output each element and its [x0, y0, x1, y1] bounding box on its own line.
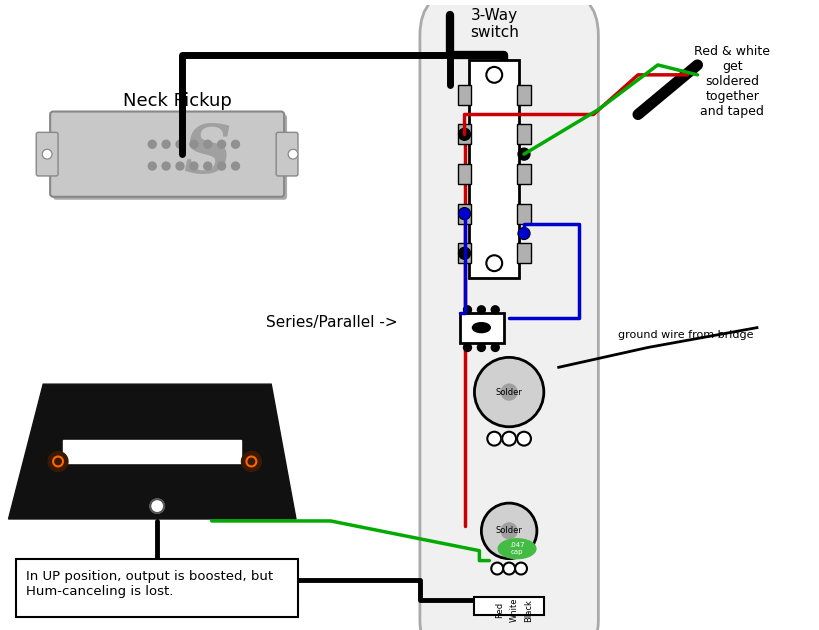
FancyBboxPatch shape [458, 243, 472, 263]
FancyBboxPatch shape [459, 312, 505, 343]
Circle shape [242, 452, 261, 471]
Circle shape [474, 357, 544, 427]
FancyBboxPatch shape [458, 85, 472, 105]
FancyBboxPatch shape [458, 203, 472, 224]
Text: Neck Pickup: Neck Pickup [123, 91, 232, 110]
Circle shape [176, 162, 184, 170]
Circle shape [487, 432, 501, 445]
Circle shape [232, 162, 239, 170]
FancyBboxPatch shape [517, 85, 531, 105]
Circle shape [459, 129, 470, 140]
Circle shape [501, 384, 517, 400]
Circle shape [515, 563, 527, 575]
FancyBboxPatch shape [517, 164, 531, 184]
Circle shape [459, 209, 469, 219]
Text: Series/Parallel ->: Series/Parallel -> [266, 315, 398, 330]
FancyBboxPatch shape [420, 0, 599, 630]
Circle shape [491, 306, 500, 314]
FancyBboxPatch shape [517, 243, 531, 263]
Text: Red: Red [495, 602, 504, 618]
FancyBboxPatch shape [276, 132, 298, 176]
Circle shape [48, 452, 68, 471]
FancyBboxPatch shape [53, 115, 287, 200]
Circle shape [176, 140, 184, 148]
Text: White: White [509, 598, 518, 622]
Circle shape [477, 343, 486, 352]
Circle shape [148, 140, 156, 148]
Circle shape [502, 432, 516, 445]
Circle shape [162, 162, 170, 170]
FancyBboxPatch shape [474, 597, 544, 615]
Text: Black: Black [524, 598, 533, 622]
Circle shape [477, 306, 486, 314]
Circle shape [232, 140, 239, 148]
Circle shape [162, 140, 170, 148]
FancyBboxPatch shape [458, 124, 472, 144]
Text: ground wire from bridge: ground wire from bridge [618, 329, 753, 340]
FancyBboxPatch shape [517, 124, 531, 144]
Circle shape [518, 227, 530, 239]
Circle shape [190, 140, 198, 148]
Text: Solder: Solder [495, 527, 523, 536]
Circle shape [288, 149, 298, 159]
Circle shape [190, 162, 198, 170]
Circle shape [491, 563, 503, 575]
Circle shape [503, 563, 515, 575]
FancyBboxPatch shape [50, 112, 284, 197]
Circle shape [204, 162, 212, 170]
Ellipse shape [498, 539, 536, 559]
Circle shape [204, 140, 212, 148]
FancyBboxPatch shape [16, 559, 298, 617]
Circle shape [150, 499, 164, 513]
Circle shape [482, 503, 537, 559]
Circle shape [517, 432, 531, 445]
Text: 3-Way
switch: 3-Way switch [470, 8, 518, 40]
Text: Red & white
get
soldered
together
and taped: Red & white get soldered together and ta… [695, 45, 770, 118]
FancyBboxPatch shape [517, 203, 531, 224]
Text: In UP position, output is boosted, but
Hum-canceling is lost.: In UP position, output is boosted, but H… [26, 570, 274, 598]
Circle shape [491, 343, 500, 352]
Circle shape [486, 255, 502, 271]
Circle shape [459, 208, 470, 220]
Circle shape [518, 148, 530, 160]
Polygon shape [8, 384, 296, 519]
Circle shape [148, 162, 156, 170]
FancyBboxPatch shape [458, 164, 472, 184]
Circle shape [459, 248, 470, 259]
Text: S: S [183, 122, 231, 186]
Polygon shape [63, 440, 242, 464]
Circle shape [218, 162, 225, 170]
Circle shape [501, 523, 517, 539]
Text: .047
cap: .047 cap [509, 542, 525, 555]
Ellipse shape [473, 323, 491, 333]
Circle shape [464, 343, 472, 352]
Circle shape [218, 140, 225, 148]
FancyBboxPatch shape [36, 132, 58, 176]
Circle shape [464, 306, 472, 314]
Text: Solder: Solder [495, 387, 523, 396]
Circle shape [43, 149, 52, 159]
Circle shape [519, 229, 529, 238]
Circle shape [486, 67, 502, 83]
FancyBboxPatch shape [469, 60, 519, 278]
